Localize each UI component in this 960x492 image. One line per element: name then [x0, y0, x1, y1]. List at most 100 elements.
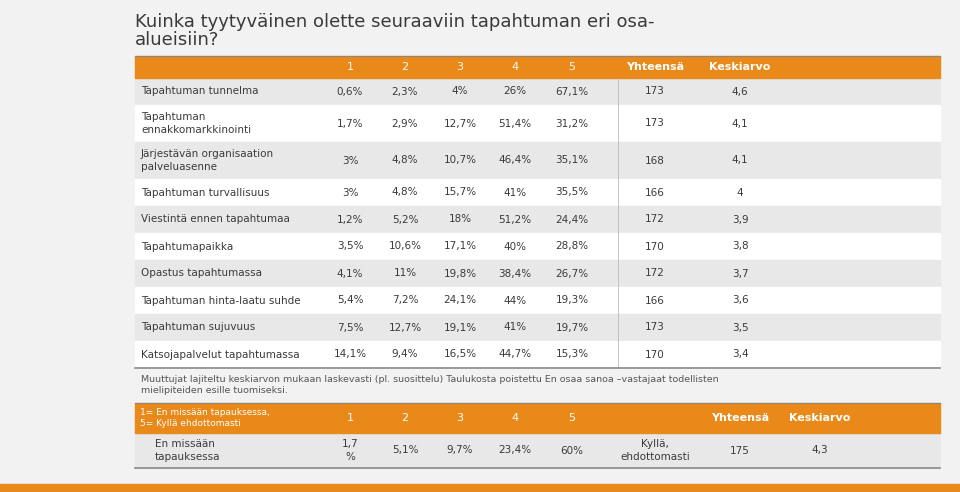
Text: Yhteensä: Yhteensä	[626, 62, 684, 72]
Text: 170: 170	[645, 242, 665, 251]
Text: 3: 3	[457, 62, 464, 72]
Text: 35,5%: 35,5%	[556, 187, 588, 197]
Text: 4: 4	[736, 187, 743, 197]
Text: 4,6: 4,6	[732, 87, 748, 96]
Text: 175: 175	[730, 445, 750, 456]
Text: 19,3%: 19,3%	[556, 296, 588, 306]
Text: 19,1%: 19,1%	[444, 322, 476, 333]
Bar	[135, 105, 940, 142]
Text: 41%: 41%	[503, 322, 527, 333]
Text: 5: 5	[568, 62, 575, 72]
Text: 1= En missään tapauksessa,
5= Kyllä ehdottomasti: 1= En missään tapauksessa, 5= Kyllä ehdo…	[140, 408, 270, 428]
Text: 3,6: 3,6	[732, 296, 748, 306]
Text: 3,8: 3,8	[732, 242, 748, 251]
Text: 5: 5	[568, 413, 575, 423]
Text: Kuinka tyytyväinen olette seuraaviin tapahtuman eri osa-: Kuinka tyytyväinen olette seuraaviin tap…	[135, 13, 655, 31]
Text: 9,7%: 9,7%	[446, 445, 473, 456]
Text: 4,1%: 4,1%	[337, 269, 363, 278]
Text: 26,7%: 26,7%	[556, 269, 588, 278]
Text: 3,5%: 3,5%	[337, 242, 363, 251]
Text: 168: 168	[645, 155, 665, 165]
Text: alueisiin?: alueisiin?	[135, 31, 220, 49]
Text: Viestintä ennen tapahtumaa: Viestintä ennen tapahtumaa	[141, 215, 290, 224]
Text: 12,7%: 12,7%	[389, 322, 421, 333]
Bar	[135, 179, 940, 206]
Text: 5,2%: 5,2%	[392, 215, 419, 224]
Text: Tapahtumapaikka: Tapahtumapaikka	[141, 242, 233, 251]
Bar	[135, 56, 940, 78]
Text: 3%: 3%	[342, 187, 358, 197]
Text: 17,1%: 17,1%	[444, 242, 476, 251]
Text: 2,3%: 2,3%	[392, 87, 419, 96]
Bar	[135, 433, 940, 468]
Text: 31,2%: 31,2%	[556, 119, 588, 128]
Text: 2: 2	[401, 62, 409, 72]
Text: 1,7
%: 1,7 %	[342, 439, 358, 461]
Text: 41%: 41%	[503, 187, 527, 197]
Text: 44,7%: 44,7%	[498, 349, 532, 360]
Text: Katsojapalvelut tapahtumassa: Katsojapalvelut tapahtumassa	[141, 349, 300, 360]
Bar	[0, 484, 960, 492]
Text: Tapahtuman hinta-laatu suhde: Tapahtuman hinta-laatu suhde	[141, 296, 300, 306]
Text: 23,4%: 23,4%	[498, 445, 532, 456]
Text: 10,6%: 10,6%	[389, 242, 421, 251]
Text: 10,7%: 10,7%	[444, 155, 476, 165]
Text: Tapahtuman tunnelma: Tapahtuman tunnelma	[141, 87, 258, 96]
Text: 7,5%: 7,5%	[337, 322, 363, 333]
Text: 5,4%: 5,4%	[337, 296, 363, 306]
Text: 18%: 18%	[448, 215, 471, 224]
Text: 40%: 40%	[503, 242, 526, 251]
Text: 15,7%: 15,7%	[444, 187, 476, 197]
Text: 173: 173	[645, 119, 665, 128]
Bar	[135, 206, 940, 233]
Text: 0,6%: 0,6%	[337, 87, 363, 96]
Text: 19,8%: 19,8%	[444, 269, 476, 278]
Text: Keskiarvo: Keskiarvo	[709, 62, 771, 72]
Bar	[135, 260, 940, 287]
Text: 4,1: 4,1	[732, 119, 748, 128]
Text: 51,4%: 51,4%	[498, 119, 532, 128]
Text: 1: 1	[347, 62, 353, 72]
Text: 4,8%: 4,8%	[392, 155, 419, 165]
Text: 3,9: 3,9	[732, 215, 748, 224]
Text: Kyllä,
ehdottomasti: Kyllä, ehdottomasti	[620, 439, 690, 461]
Text: 38,4%: 38,4%	[498, 269, 532, 278]
Text: En missään
tapauksessa: En missään tapauksessa	[155, 439, 221, 462]
Text: 4: 4	[512, 413, 518, 423]
Text: 4,8%: 4,8%	[392, 187, 419, 197]
Text: 166: 166	[645, 296, 665, 306]
Text: 4,1: 4,1	[732, 155, 748, 165]
Text: 24,4%: 24,4%	[556, 215, 588, 224]
Text: 172: 172	[645, 215, 665, 224]
Text: 2,9%: 2,9%	[392, 119, 419, 128]
Text: Tapahtuman
ennakkomarkkinointi: Tapahtuman ennakkomarkkinointi	[141, 112, 252, 135]
Text: 60%: 60%	[561, 445, 584, 456]
Text: 173: 173	[645, 87, 665, 96]
Text: mielipiteiden esille tuomiseksi.: mielipiteiden esille tuomiseksi.	[141, 386, 288, 395]
Text: 16,5%: 16,5%	[444, 349, 476, 360]
Text: Järjestävän organisaation
palveluasenne: Järjestävän organisaation palveluasenne	[141, 149, 275, 172]
Bar	[135, 341, 940, 368]
Text: 44%: 44%	[503, 296, 527, 306]
Text: 26%: 26%	[503, 87, 527, 96]
Text: 3%: 3%	[342, 155, 358, 165]
Text: Tapahtuman sujuvuus: Tapahtuman sujuvuus	[141, 322, 255, 333]
Text: 28,8%: 28,8%	[556, 242, 588, 251]
Text: Muuttujat lajiteltu keskiarvon mukaan laskevasti (pl. suosittelu) Taulukosta poi: Muuttujat lajiteltu keskiarvon mukaan la…	[141, 375, 719, 384]
Text: 3,5: 3,5	[732, 322, 748, 333]
Text: 3: 3	[457, 413, 464, 423]
Text: 67,1%: 67,1%	[556, 87, 588, 96]
Text: 35,1%: 35,1%	[556, 155, 588, 165]
Text: 3,4: 3,4	[732, 349, 748, 360]
Text: Opastus tapahtumassa: Opastus tapahtumassa	[141, 269, 262, 278]
Text: 46,4%: 46,4%	[498, 155, 532, 165]
Text: 172: 172	[645, 269, 665, 278]
Text: 7,2%: 7,2%	[392, 296, 419, 306]
Text: 166: 166	[645, 187, 665, 197]
Text: 12,7%: 12,7%	[444, 119, 476, 128]
Text: 173: 173	[645, 322, 665, 333]
Text: 4,3: 4,3	[812, 445, 828, 456]
Text: Tapahtuman turvallisuus: Tapahtuman turvallisuus	[141, 187, 270, 197]
Text: 51,2%: 51,2%	[498, 215, 532, 224]
Text: Yhteensä: Yhteensä	[711, 413, 769, 423]
